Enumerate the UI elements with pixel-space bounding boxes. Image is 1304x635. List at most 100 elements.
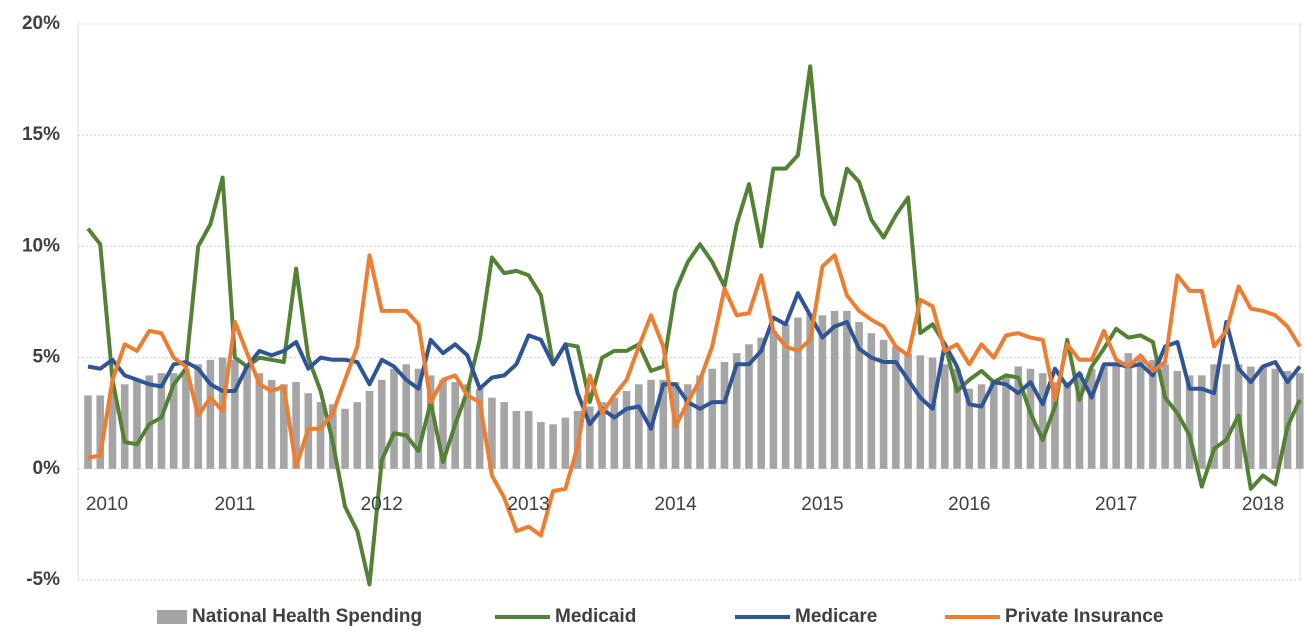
bar xyxy=(769,330,778,469)
bar xyxy=(120,384,129,469)
bar xyxy=(818,315,827,469)
bar xyxy=(879,339,888,469)
bar xyxy=(635,384,643,469)
bar xyxy=(683,384,692,469)
bar xyxy=(426,375,435,469)
bar xyxy=(892,346,900,469)
legend-swatch xyxy=(157,610,187,624)
x-tick-label: 2013 xyxy=(507,494,549,515)
bar xyxy=(1283,370,1292,469)
bar xyxy=(157,373,166,469)
bar xyxy=(830,310,839,469)
bar xyxy=(843,310,851,469)
bar xyxy=(1185,375,1194,469)
line xyxy=(86,64,1302,587)
bar xyxy=(708,368,717,469)
y-tick-label: 15% xyxy=(22,124,60,145)
bar xyxy=(353,402,362,469)
bar xyxy=(231,359,239,469)
bar xyxy=(757,337,765,469)
bar xyxy=(1222,364,1231,469)
y-tick-label: 20% xyxy=(22,13,60,34)
bar xyxy=(1161,364,1169,469)
bar xyxy=(402,364,411,469)
bar xyxy=(1051,382,1059,469)
bar xyxy=(659,379,668,469)
bar xyxy=(267,379,276,469)
y-tick-label: 5% xyxy=(33,347,61,368)
bar xyxy=(977,384,986,469)
bar xyxy=(1136,355,1145,469)
line xyxy=(87,253,1302,538)
bar xyxy=(255,373,264,469)
bar xyxy=(1149,359,1157,469)
bar xyxy=(1259,366,1267,469)
bar xyxy=(953,368,961,469)
legend-label: Medicare xyxy=(795,606,877,627)
bar xyxy=(182,368,190,469)
bar xyxy=(610,397,619,469)
bar xyxy=(218,357,227,469)
bar xyxy=(243,366,251,469)
bar xyxy=(206,359,215,469)
bar xyxy=(561,417,570,469)
bar xyxy=(108,388,117,469)
bar xyxy=(720,362,729,469)
x-tick-label: 2015 xyxy=(801,494,843,515)
bar xyxy=(1100,366,1108,469)
bar xyxy=(549,424,557,469)
bar xyxy=(867,333,876,469)
bar xyxy=(512,410,521,469)
bar xyxy=(537,422,545,469)
bar xyxy=(475,388,484,469)
bar xyxy=(622,390,631,469)
bar xyxy=(133,379,141,469)
bar xyxy=(1198,375,1206,469)
bar xyxy=(1063,382,1071,469)
bar xyxy=(365,390,374,469)
bar xyxy=(84,395,92,469)
bar xyxy=(965,388,974,469)
bar xyxy=(1075,373,1084,469)
bar xyxy=(1247,366,1255,469)
bar xyxy=(377,379,386,469)
y-tick-label: -5% xyxy=(26,569,60,590)
x-tick-label: 2017 xyxy=(1095,494,1137,515)
bar xyxy=(781,324,790,469)
bar xyxy=(292,382,300,469)
bar xyxy=(904,353,912,469)
x-tick-label: 2016 xyxy=(948,494,990,515)
bar xyxy=(488,397,496,469)
bar xyxy=(169,373,178,469)
line xyxy=(87,291,1302,431)
bar xyxy=(855,322,863,469)
bar xyxy=(390,368,398,469)
legend-label: Medicaid xyxy=(555,606,636,627)
bar xyxy=(1087,368,1096,469)
bar xyxy=(1271,368,1280,469)
bar xyxy=(586,406,594,469)
x-tick-label: 2012 xyxy=(361,494,403,515)
bar xyxy=(1002,375,1010,469)
legend-label: National Health Spending xyxy=(192,606,422,627)
bar xyxy=(280,384,288,469)
bar xyxy=(96,395,105,469)
y-tick-label: 10% xyxy=(22,235,60,256)
bar xyxy=(806,313,814,469)
bar xyxy=(1038,373,1047,469)
bar xyxy=(794,317,802,469)
bar xyxy=(414,368,423,469)
bar xyxy=(524,410,533,469)
bar xyxy=(916,355,925,469)
y-tick-label: 0% xyxy=(33,458,61,479)
bar xyxy=(928,357,937,469)
x-tick-label: 2010 xyxy=(86,494,128,515)
x-tick-label: 2014 xyxy=(654,494,697,515)
bar xyxy=(696,375,704,469)
x-tick-label: 2011 xyxy=(214,494,255,515)
bar xyxy=(500,402,508,469)
bar xyxy=(1014,366,1023,469)
bar xyxy=(732,353,741,469)
bar xyxy=(1210,364,1218,469)
